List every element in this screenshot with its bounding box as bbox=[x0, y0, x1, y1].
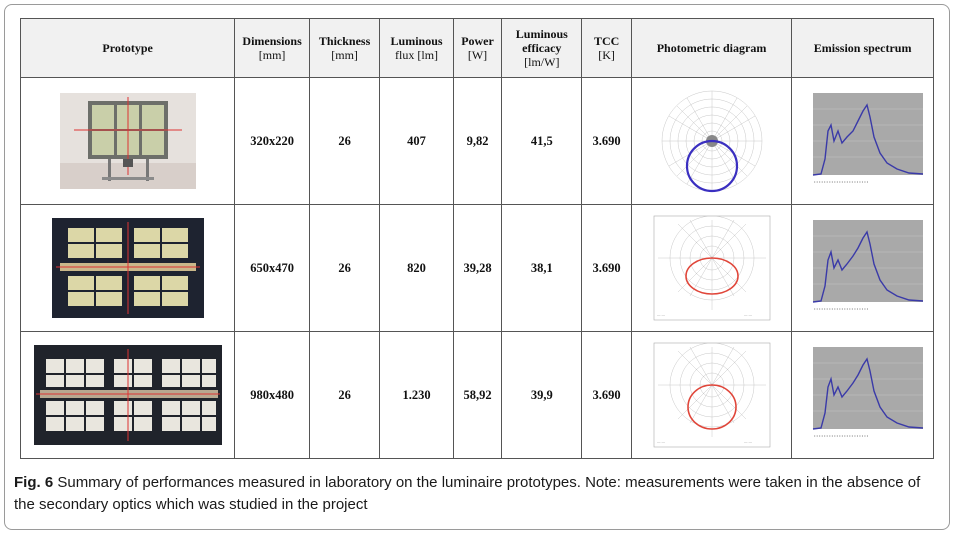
cell-thickness: 26 bbox=[308, 77, 381, 205]
header-row: Prototype Dimensions [mm] Thickness [mm] L… bbox=[19, 18, 934, 78]
table-row: 980x480 26 1.230 58,92 39,9 3.690 — — — — bbox=[19, 331, 934, 459]
svg-text:— —: — — bbox=[657, 440, 665, 444]
cell-luminous-efficacy: 39,9 bbox=[501, 331, 583, 459]
cell-luminous-efficacy: 41,5 bbox=[501, 77, 583, 205]
cell-thickness: 26 bbox=[308, 331, 381, 459]
cell-dimensions: 650x470 bbox=[234, 204, 310, 332]
header-luminous-efficacy: Luminous efficacy [lm/W] bbox=[501, 18, 583, 78]
cell-power: 39,28 bbox=[452, 204, 503, 332]
svg-text:• • • • • • • • • • • • • • •: • • • • • • • • • • • • • • • • • • • • … bbox=[814, 306, 869, 311]
figure-frame bbox=[4, 4, 950, 530]
performance-table: Prototype Dimensions [mm] Thickness [mm] L… bbox=[19, 18, 934, 459]
figure-caption: Fig. 6 Summary of performances measured … bbox=[14, 472, 944, 516]
table-row: 320x220 26 407 9,82 41,5 3.690 bbox=[19, 77, 934, 205]
cell-tcc: 3.690 bbox=[581, 77, 632, 205]
table-row: 650x470 26 820 39,28 38,1 3.690 — — — — bbox=[19, 204, 934, 332]
prototype-photo-2 bbox=[19, 204, 236, 332]
cell-tcc: 3.690 bbox=[581, 331, 632, 459]
header-power: Power [W] bbox=[452, 18, 503, 78]
svg-text:— —: — — bbox=[744, 313, 752, 317]
cell-luminous-efficacy: 38,1 bbox=[501, 204, 583, 332]
cell-luminous-flux: 407 bbox=[379, 77, 454, 205]
header-thickness: Thickness [mm] bbox=[308, 18, 381, 78]
svg-text:• • • • • • • • • • • • • • •: • • • • • • • • • • • • • • • • • • • • … bbox=[814, 433, 869, 438]
emission-spectrum-1: • • • • • • • • • • • • • • • • • • • • … bbox=[791, 77, 934, 205]
cell-power: 58,92 bbox=[452, 331, 503, 459]
cell-dimensions: 320x220 bbox=[234, 77, 310, 205]
cell-power: 9,82 bbox=[452, 77, 503, 205]
header-luminous-flux: Luminous flux [lm] bbox=[379, 18, 454, 78]
header-prototype: Prototype bbox=[19, 18, 236, 78]
header-photometric-diagram: Photometric diagram bbox=[630, 18, 793, 78]
header-dimensions: Dimensions [mm] bbox=[234, 18, 310, 78]
photometric-diagram-3: — — — — bbox=[630, 331, 793, 459]
emission-spectrum-2: • • • • • • • • • • • • • • • • • • • • … bbox=[791, 204, 934, 332]
caption-label: Fig. 6 bbox=[14, 474, 54, 491]
svg-text:— —: — — bbox=[657, 313, 665, 317]
cell-luminous-flux: 820 bbox=[379, 204, 454, 332]
header-emission-spectrum: Emission spectrum bbox=[791, 18, 934, 78]
header-tcc: TCC [K] bbox=[581, 18, 632, 78]
cell-luminous-flux: 1.230 bbox=[379, 331, 454, 459]
svg-text:• • • • • • • • • • • • • • •: • • • • • • • • • • • • • • • • • • • • … bbox=[814, 179, 869, 184]
svg-text:— —: — — bbox=[744, 440, 752, 444]
emission-spectrum-3: • • • • • • • • • • • • • • • • • • • • … bbox=[791, 331, 934, 459]
cell-dimensions: 980x480 bbox=[234, 331, 310, 459]
prototype-photo-1 bbox=[19, 77, 236, 205]
photometric-diagram-1 bbox=[630, 77, 793, 205]
photometric-diagram-2: — — — — bbox=[630, 204, 793, 332]
cell-tcc: 3.690 bbox=[581, 204, 632, 332]
cell-thickness: 26 bbox=[308, 204, 381, 332]
caption-text: Summary of performances measured in labo… bbox=[14, 474, 921, 513]
prototype-photo-3 bbox=[19, 331, 236, 459]
